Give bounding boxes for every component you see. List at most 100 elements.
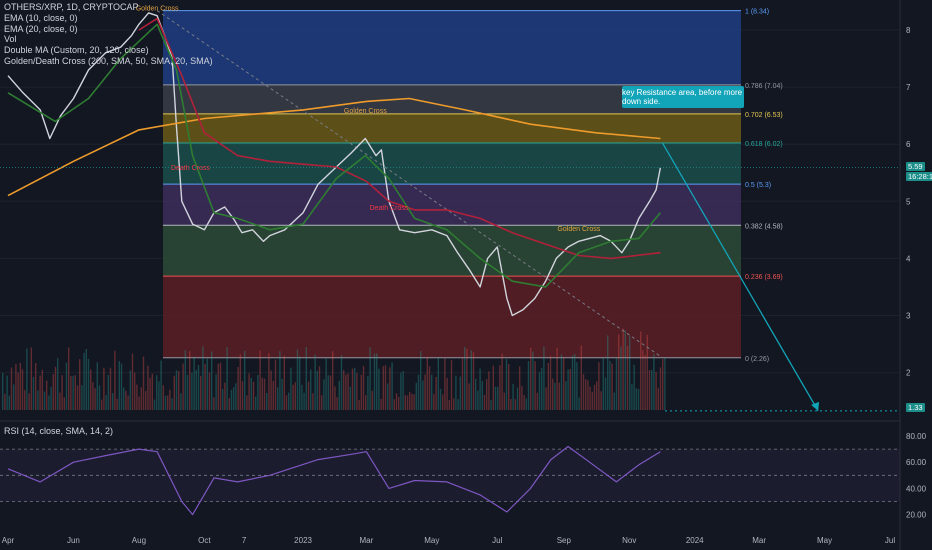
- volume-bar: [228, 398, 230, 410]
- volume-bar: [635, 388, 637, 410]
- volume-bar: [70, 375, 72, 410]
- volume-bar: [356, 372, 358, 410]
- volume-bar: [136, 384, 138, 410]
- volume-bar: [195, 370, 197, 410]
- volume-bar: [26, 348, 28, 410]
- volume-bar: [268, 353, 270, 410]
- volume-bar: [83, 352, 85, 410]
- volume-bar: [450, 360, 453, 410]
- symbol-title: OTHERS/XRP, 1D, CRYPTOCAP: [4, 2, 139, 12]
- x-axis-tick: 2024: [686, 536, 704, 545]
- volume-bar: [582, 374, 585, 410]
- volume-bar: [483, 394, 486, 410]
- volume-bar: [510, 399, 512, 410]
- volume-bar: [576, 362, 578, 410]
- volume-bar: [400, 372, 402, 410]
- volume-bar: [114, 350, 116, 410]
- volume-bar: [257, 374, 259, 410]
- volume-bar: [321, 395, 323, 410]
- fib-level-label: 0 (2.26): [745, 356, 769, 363]
- volume-bar: [411, 393, 413, 410]
- volume-bar: [32, 376, 35, 410]
- volume-bar: [519, 366, 521, 410]
- volume-bar: [624, 330, 626, 410]
- volume-bar: [530, 347, 532, 410]
- volume-bar: [24, 390, 26, 410]
- rsi-legend: RSI (14, close, SMA, 14, 2): [4, 426, 114, 436]
- volume-bar: [266, 393, 268, 410]
- volume-bar: [39, 375, 41, 410]
- volume-bar: [296, 349, 299, 410]
- volume-bar: [208, 372, 211, 410]
- indicator-vol: Vol: [4, 34, 17, 45]
- fib-level-label: 0.236 (3.69): [745, 274, 783, 281]
- x-axis-tick: Mar: [359, 536, 373, 545]
- volume-bar: [444, 358, 446, 410]
- volume-bar: [642, 350, 644, 410]
- volume-bar: [283, 355, 285, 410]
- fib-level-label: 0.702 (6.53): [745, 112, 783, 119]
- volume-bar: [59, 392, 61, 410]
- volume-bar: [547, 362, 549, 410]
- volume-bar: [153, 399, 156, 410]
- volume-bar: [457, 399, 459, 410]
- volume-bar: [567, 369, 569, 410]
- current-price-tag: 5.59: [906, 162, 925, 171]
- volume-bar: [13, 384, 15, 410]
- volume-bar: [131, 353, 134, 410]
- volume-bar: [162, 385, 164, 410]
- volume-bar: [182, 363, 184, 410]
- volume-bar: [417, 374, 420, 410]
- volume-bar: [76, 385, 79, 410]
- volume-bar: [46, 380, 48, 410]
- volume-bar: [10, 367, 13, 410]
- volume-bar: [72, 375, 74, 410]
- volume-bar: [109, 367, 112, 410]
- volume-bar: [103, 367, 105, 410]
- volume-bar: [235, 383, 237, 410]
- volume-bar: [490, 399, 492, 410]
- volume-bar: [448, 399, 450, 410]
- volume-bar: [250, 377, 252, 410]
- volume-bar: [123, 387, 125, 410]
- volume-bar: [637, 389, 640, 410]
- rsi-axis-tick: 60.00: [906, 458, 927, 467]
- volume-bar: [17, 372, 19, 410]
- volume-bar: [593, 384, 596, 410]
- volume-bar: [442, 394, 444, 410]
- volume-bar: [461, 357, 464, 410]
- volume-bar: [327, 375, 329, 410]
- volume-bar: [459, 376, 461, 410]
- volume-bar: [479, 368, 481, 410]
- volume-bar: [516, 387, 519, 410]
- volume-bar: [347, 373, 349, 410]
- volume-bar: [349, 386, 351, 410]
- volume-bar: [307, 381, 310, 410]
- volume-bar: [345, 374, 347, 410]
- volume-bar: [472, 352, 475, 410]
- volume-bar: [376, 353, 378, 410]
- volume-bar: [492, 365, 494, 410]
- x-axis-tick: Mar: [752, 536, 766, 545]
- fib-level-label: 0.786 (7.04): [745, 83, 783, 90]
- volume-bar: [138, 396, 140, 410]
- x-axis-tick: Jul: [885, 536, 895, 545]
- volume-bar: [395, 393, 398, 410]
- volume-bar: [552, 378, 554, 410]
- volume-bar: [200, 375, 202, 410]
- volume-bar: [261, 377, 263, 410]
- rsi-axis-tick: 40.00: [906, 484, 927, 493]
- volume-bar: [360, 374, 362, 410]
- volume-bar: [431, 374, 433, 410]
- volume-bar: [536, 392, 538, 410]
- fib-zone: [163, 184, 741, 226]
- volume-bar: [558, 382, 560, 410]
- cross-annotation: Death Cross: [171, 165, 210, 172]
- volume-bar: [312, 393, 314, 410]
- fib-level-label: 0.382 (4.58): [745, 223, 783, 230]
- volume-bar: [248, 373, 250, 410]
- volume-bar: [433, 394, 435, 410]
- volume-bar: [549, 356, 552, 410]
- x-axis-tick: Sep: [557, 536, 572, 545]
